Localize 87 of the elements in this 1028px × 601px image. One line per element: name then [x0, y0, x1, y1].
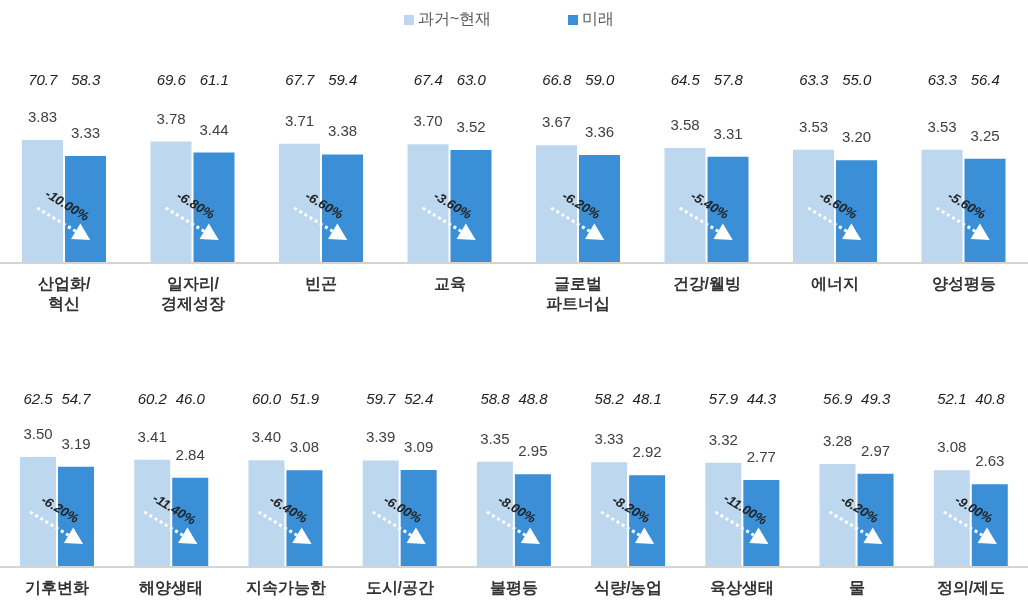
text: 58.3 [71, 70, 101, 88]
data-label: 3.78 [156, 109, 186, 127]
x-tick-label: 건강/웰빙 [672, 275, 741, 292]
text: 62.5 [23, 389, 54, 407]
data-label: 3.09 [404, 437, 434, 455]
data-label: 3.38 [327, 122, 358, 140]
text: 67.7 [285, 70, 315, 88]
text: 57.8 [713, 70, 744, 88]
data-label: 3.71 [284, 111, 315, 129]
text: 63.3 [799, 70, 829, 88]
x-tick-label: 육상생태 [710, 579, 775, 596]
x-tick-label: 해양생태 [139, 579, 204, 596]
text: 63.3 [927, 70, 958, 88]
data-label: 3.70 [413, 112, 443, 130]
data-label: 3.08 [937, 438, 967, 456]
text: 60.2 [137, 389, 168, 407]
data-label: 3.44 [199, 120, 229, 138]
text: 63.0 [456, 70, 487, 88]
data-label: 3.35 [480, 429, 510, 447]
text: 59.0 [585, 70, 615, 88]
data-label: 3.41 [137, 427, 167, 445]
x-tick-label: 기후변화 [25, 579, 90, 596]
text: 64.5 [670, 70, 701, 88]
text: 58.8 [480, 389, 511, 407]
data-label: 3.32 [708, 430, 738, 448]
x-tick-label: 에너지 [811, 275, 860, 292]
data-label: 2.63 [975, 452, 1005, 470]
x-tick-label: 물 [848, 579, 865, 596]
x-tick-label: 글로벌 파트너십 [546, 275, 611, 312]
text: 52.1 [937, 389, 967, 407]
data-label: 3.83 [27, 108, 58, 125]
text: 49.3 [861, 389, 891, 407]
x-tick-label: 교육 [433, 275, 466, 292]
data-label: 3.53 [927, 117, 957, 135]
data-label: 2.95 [518, 442, 548, 460]
data-label: 3.52 [456, 117, 486, 135]
x-tick-label: 빈곤 [305, 275, 338, 292]
data-label: 3.50 [23, 425, 53, 442]
text: 40.8 [975, 389, 1006, 407]
data-label: 2.84 [175, 445, 205, 463]
x-tick-label: 산업화/ 혁신 [38, 275, 92, 312]
text: 54.7 [61, 389, 92, 407]
text: 48.1 [632, 389, 662, 407]
text: 67.4 [413, 70, 443, 88]
x-tick-label: 양성평등 [931, 275, 996, 292]
data-label: 3.58 [670, 116, 700, 134]
x-tick-label: 도시/공간 [365, 579, 434, 596]
text: 52.4 [404, 389, 434, 407]
text: 48.8 [518, 389, 549, 407]
data-label: 3.31 [713, 124, 743, 142]
text: 61.1 [199, 70, 229, 88]
text: 60.0 [251, 389, 282, 407]
text: 51.9 [289, 389, 320, 407]
data-label: 3.20 [841, 128, 872, 146]
x-tick-label: 지속가능한 [245, 579, 326, 596]
legend-label: 과거~현재 [417, 10, 492, 27]
text: 57.9 [708, 389, 739, 407]
data-label: 3.25 [970, 126, 1000, 144]
x-tick-label: 불평등 [490, 579, 538, 596]
text: 56.9 [823, 389, 853, 407]
data-label: 3.40 [251, 428, 282, 446]
x-tick-label: 일자리/ 경제성장 [160, 275, 225, 312]
data-label: 3.19 [61, 434, 91, 452]
x-tick-label: 식량/농업 [594, 579, 663, 596]
data-label: 3.08 [289, 438, 320, 456]
data-label: 3.67 [541, 113, 572, 131]
text: 66.8 [542, 70, 572, 88]
data-label: 3.33 [70, 124, 101, 142]
text: 69.6 [156, 70, 187, 88]
text: 58.2 [594, 389, 625, 407]
data-label: 2.77 [746, 447, 776, 465]
data-label: 2.92 [632, 443, 662, 461]
data-label: 3.53 [798, 117, 829, 135]
text: 46.0 [175, 389, 206, 407]
text: 56.4 [970, 70, 1000, 88]
data-label: 3.33 [594, 430, 624, 448]
x-tick-label: 정의/제도 [936, 579, 1006, 596]
data-label: 2.97 [860, 441, 891, 459]
text: 59.7 [366, 389, 397, 407]
data-label: 3.39 [366, 428, 396, 446]
text: 55.0 [842, 70, 872, 88]
data-label: 3.28 [822, 431, 853, 449]
data-label: 3.36 [584, 123, 615, 141]
text: 59.4 [328, 70, 358, 88]
legend-label: 미래 [582, 10, 615, 27]
text: 44.3 [746, 389, 777, 407]
text: 70.7 [28, 70, 58, 88]
